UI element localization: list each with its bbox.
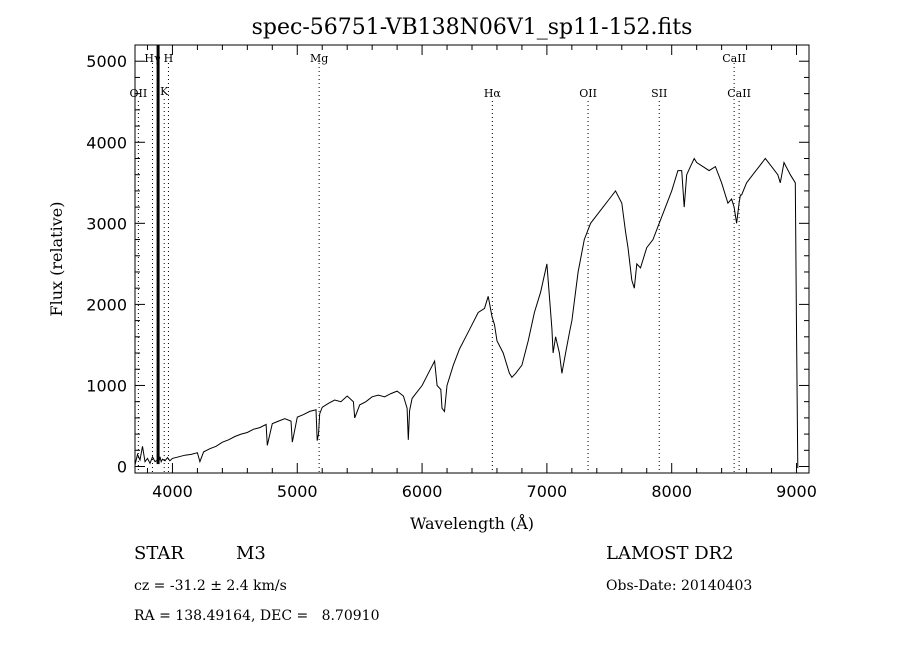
redshift-cz: cz = -31.2 ± 2.4 km/s (134, 578, 287, 594)
y-tick-label: 5000 (86, 52, 127, 71)
line-label-top: H (164, 52, 174, 65)
object-subclass: M3 (236, 543, 266, 564)
line-label-bottom: SII (651, 87, 667, 100)
axis-ticks: 4000 5000 6000 7000 8000 9000 0 1000 2000 3000 400… (86, 44, 817, 501)
line-label-bottom: K (160, 85, 169, 98)
spectrum-line (134, 157, 799, 469)
line-label-bottom: Hα (484, 87, 502, 100)
spectrum-spike (156, 45, 160, 465)
x-tick-label: 9000 (776, 482, 817, 501)
line-label-bottom: OII (579, 87, 597, 100)
y-axis-label: Flux (relative) (47, 202, 66, 317)
observation-date: Obs-Date: 20140403 (606, 578, 752, 594)
line-label-bottom: CaII (727, 87, 751, 100)
x-tick-label: 4000 (152, 482, 193, 501)
y-tick-label: 4000 (86, 133, 127, 152)
line-label-bottom: OII (130, 87, 148, 100)
y-tick-label: 0 (117, 458, 127, 477)
plot-frame (134, 44, 810, 474)
x-tick-label: 6000 (402, 482, 443, 501)
line-label-top: CaII (722, 52, 746, 65)
line-label-top: Mg (310, 52, 328, 65)
x-tick-label: 5000 (277, 482, 318, 501)
x-tick-label: 8000 (651, 482, 692, 501)
x-tick-label: 7000 (527, 482, 568, 501)
x-axis-label: Wavelength (Å) (410, 513, 534, 533)
survey-name: LAMOST DR2 (606, 543, 734, 564)
y-tick-label: 3000 (86, 214, 127, 233)
object-class: STAR (134, 543, 184, 564)
y-tick-label: 2000 (86, 295, 127, 314)
chart-title: spec-56751-VB138N06V1_sp11-152.fits (252, 15, 693, 40)
info-panel: STAR M3 LAMOST DR2 cz = -31.2 ± 2.4 km/s… (134, 543, 752, 624)
ra-dec: RA = 138.49164, DEC = 8.70910 (134, 608, 379, 624)
spectrum-series (134, 45, 799, 469)
y-tick-label: 1000 (86, 376, 127, 395)
